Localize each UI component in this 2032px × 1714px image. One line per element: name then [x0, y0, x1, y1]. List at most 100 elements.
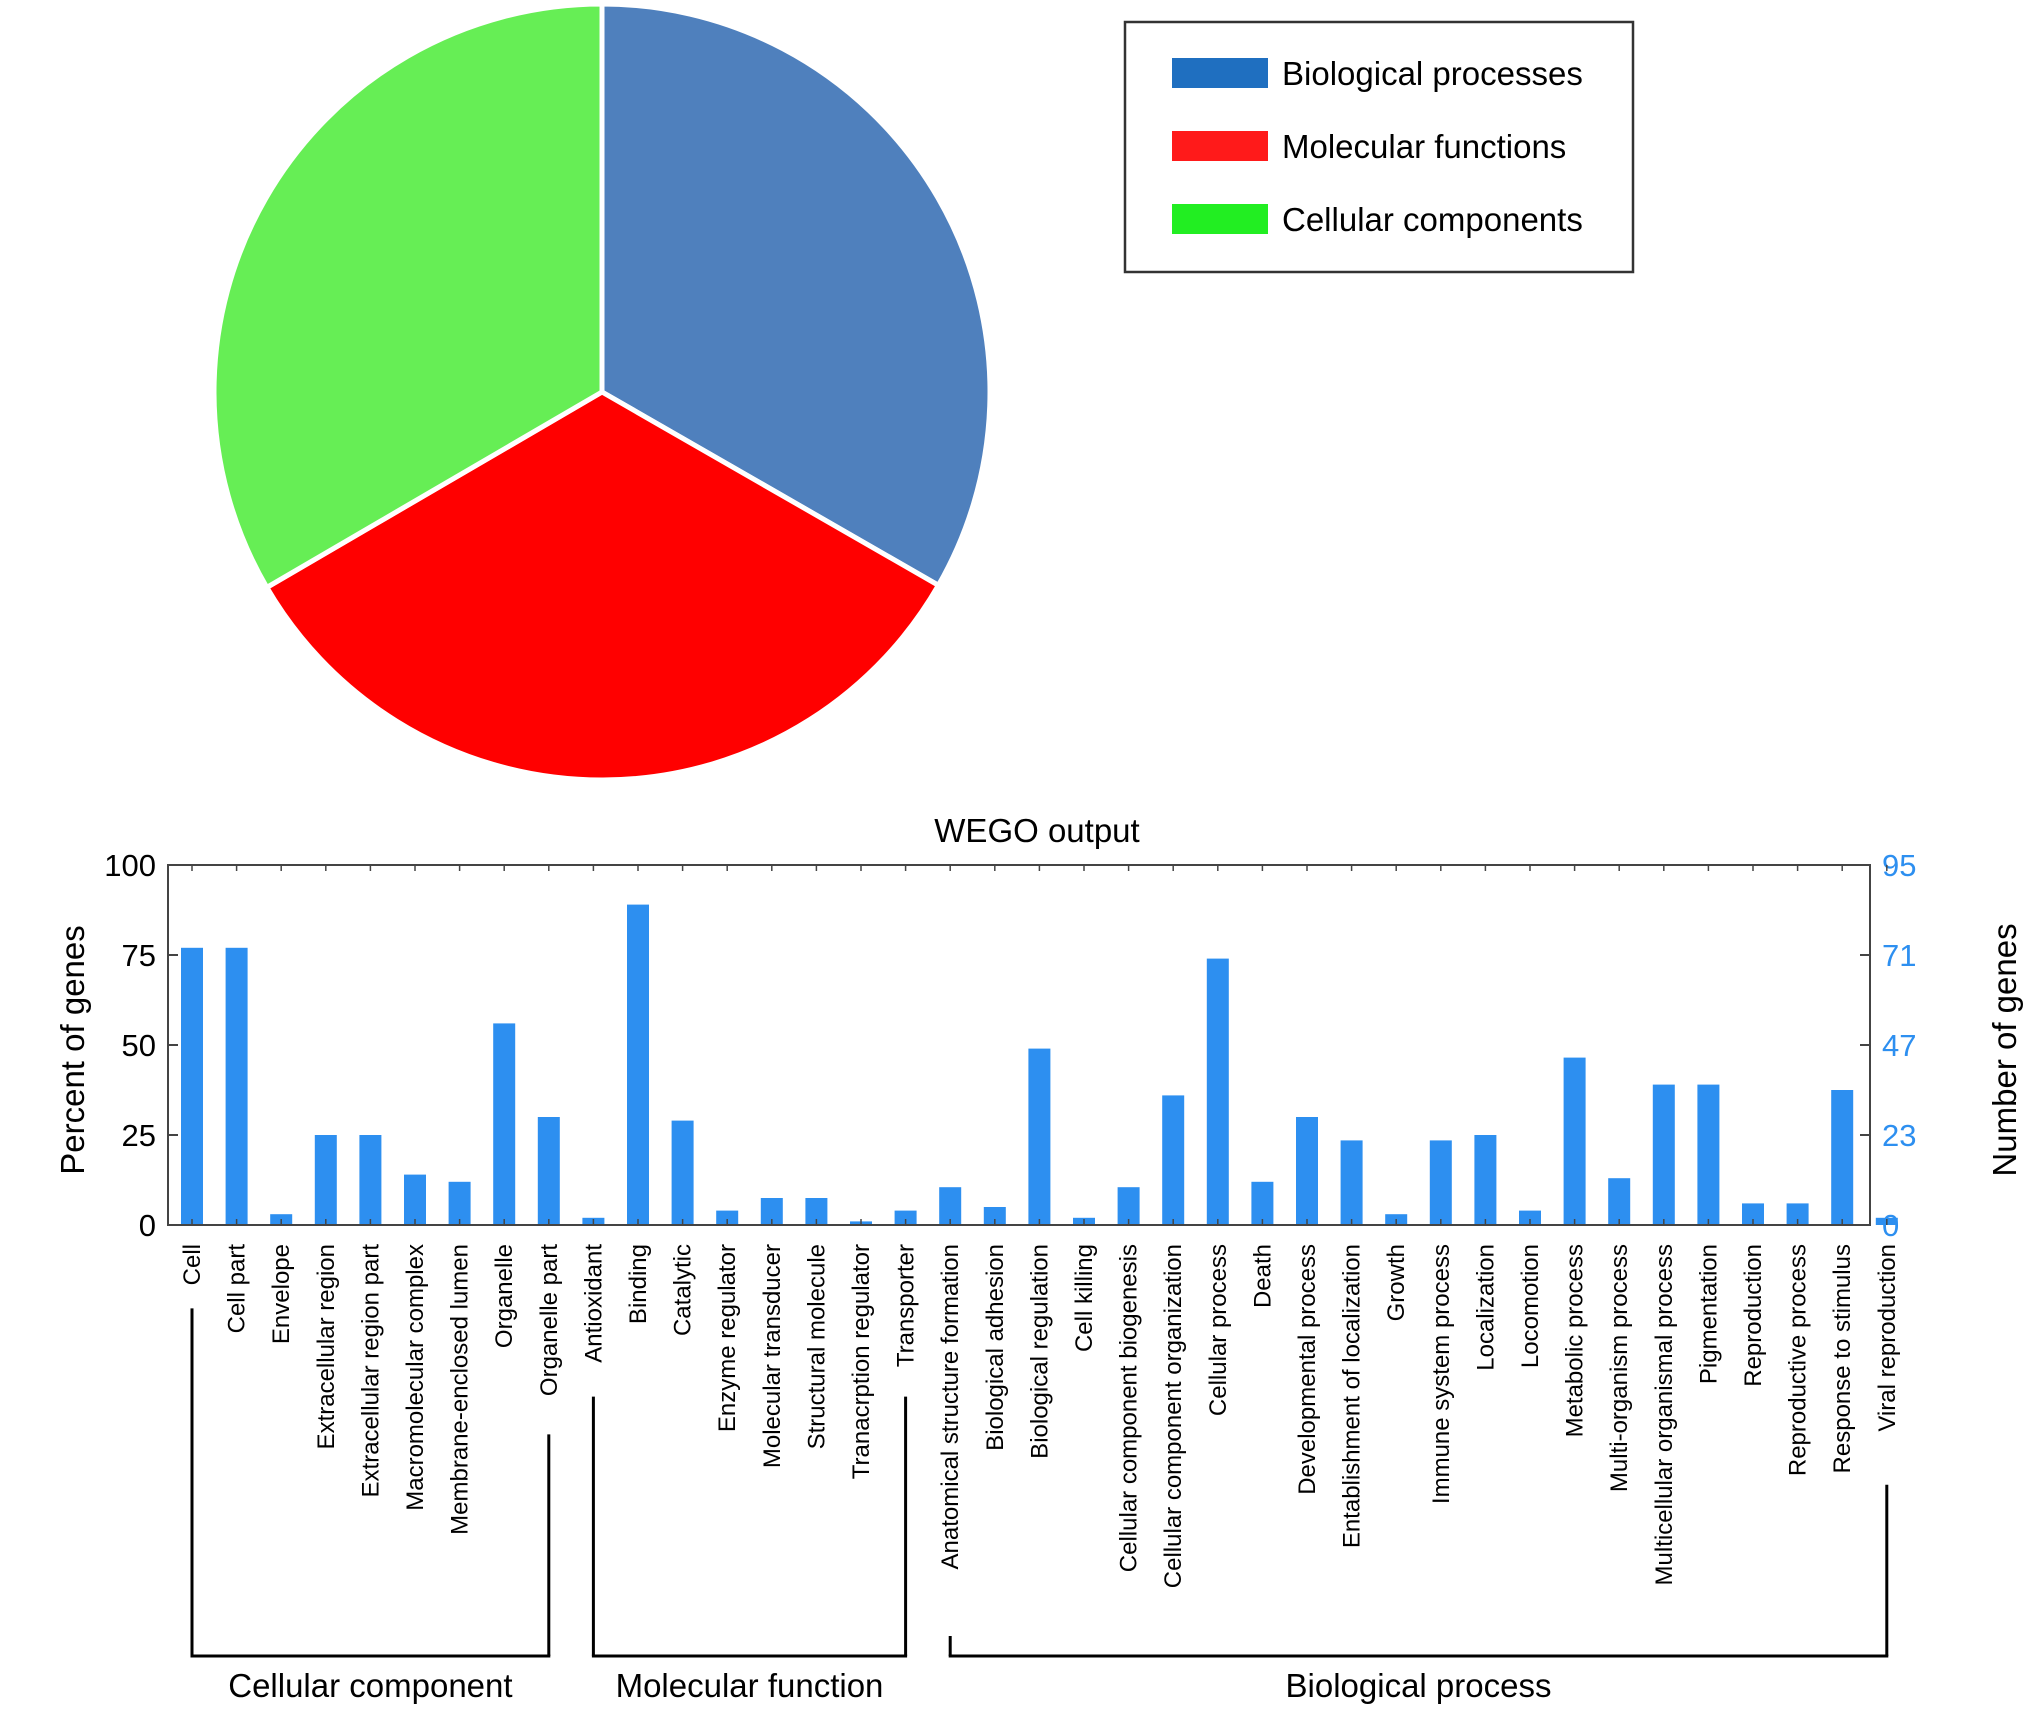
- bar-28: [1429, 1140, 1452, 1225]
- bar-35: [1742, 1203, 1764, 1225]
- x-tick-label-13: Molecular transducer: [759, 1244, 786, 1468]
- x-tick-label-3: Extracellular region: [313, 1244, 340, 1449]
- x-tick-label-14: Structural molecule: [803, 1244, 830, 1449]
- x-tick-label-24: Death: [1249, 1244, 1276, 1308]
- bar-17: [939, 1187, 962, 1225]
- x-tick-label-34: Pigmentation: [1695, 1244, 1722, 1384]
- x-tick-label-32: Multi-organism process: [1606, 1244, 1633, 1492]
- x-tick-label-26: Entablishment of localization: [1339, 1244, 1366, 1548]
- x-tick-label-35: Reproduction: [1740, 1244, 1767, 1387]
- x-tick-label-6: Membrane-enclosed lumen: [447, 1244, 474, 1535]
- x-tick-label-36: Reproductive process: [1785, 1244, 1812, 1476]
- bar-19: [1028, 1048, 1051, 1225]
- x-tick-label-16: Transporter: [893, 1244, 920, 1367]
- bar-0: [181, 947, 203, 1225]
- x-tick-label-17: Anatomical structure formation: [937, 1244, 964, 1569]
- y2-axis-label: Number of genes: [1986, 923, 2023, 1176]
- bar-26: [1340, 1140, 1363, 1225]
- x-tick-label-7: Organelle: [491, 1244, 518, 1348]
- bar-21: [1117, 1187, 1140, 1225]
- bar-7: [493, 1023, 516, 1225]
- y-tick-label-1: 25: [122, 1118, 156, 1153]
- pie-slice-0: [599, 1, 993, 588]
- x-tick-label-0: Cell: [179, 1244, 206, 1285]
- y2-tick-label-1: 23: [1882, 1118, 1916, 1153]
- bar-11: [671, 1120, 694, 1225]
- bar-32: [1608, 1178, 1631, 1225]
- legend-label-1: Molecular functions: [1282, 128, 1566, 165]
- x-tick-label-8: Organelle part: [536, 1244, 563, 1396]
- bar-14: [805, 1198, 828, 1225]
- group-label-2: Biological process: [1286, 1667, 1552, 1704]
- bar-25: [1296, 1117, 1318, 1225]
- bar-29: [1474, 1135, 1497, 1225]
- bar-24: [1251, 1181, 1274, 1225]
- plot-frame: [167, 864, 1871, 1226]
- x-tick-label-18: Biological adhesion: [982, 1244, 1009, 1451]
- x-tick-label-20: Cell killing: [1071, 1244, 1098, 1352]
- bar-33: [1652, 1084, 1675, 1225]
- x-tick-label-1: Cell part: [224, 1244, 251, 1334]
- bar-chart: WEGO output Percent of genes Number of g…: [54, 812, 2023, 1704]
- x-tick-label-19: Biological regulation: [1026, 1244, 1053, 1459]
- x-tick-label-37: Response to stimulus: [1829, 1244, 1856, 1473]
- bar-30: [1519, 1210, 1541, 1225]
- bar-23: [1206, 958, 1229, 1225]
- bar-12: [716, 1210, 739, 1225]
- y-axis-label: Percent of genes: [54, 925, 91, 1175]
- x-tick-label-12: Enzyme regulator: [714, 1244, 741, 1432]
- bar-13: [760, 1198, 783, 1225]
- y2-tick-label-2: 47: [1882, 1028, 1916, 1063]
- bar-6: [448, 1181, 471, 1225]
- group-brackets: Cellular component Molecular function Biol…: [190, 1308, 1889, 1704]
- pie-legend: Biological processes Molecular functions C…: [1123, 20, 1635, 274]
- x-tick-label-25: Developmental process: [1294, 1244, 1321, 1495]
- y-tick-label-0: 0: [139, 1208, 156, 1243]
- bar-16: [894, 1210, 917, 1225]
- x-tick-label-4: Extracellular region part: [357, 1244, 384, 1498]
- x-tick-label-33: Multicellular organismal process: [1651, 1244, 1678, 1585]
- y-tick-label-4: 100: [104, 848, 156, 883]
- bar-10: [627, 904, 649, 1225]
- y2-tick-label-3: 71: [1882, 938, 1916, 973]
- x-tick-label-10: Binding: [625, 1244, 652, 1324]
- y-tick-label-3: 75: [122, 938, 156, 973]
- legend-swatch-1: [1172, 131, 1268, 161]
- bar-5: [404, 1174, 426, 1225]
- chart-title: WEGO output: [934, 812, 1139, 849]
- x-tick-label-9: Antioxidant: [580, 1244, 607, 1363]
- y2-tick-label-4: 95: [1882, 848, 1916, 883]
- pie-slice-2: [211, 1, 605, 590]
- x-tick-label-28: Immune system process: [1428, 1244, 1455, 1504]
- bar-36: [1786, 1203, 1809, 1225]
- legend-label-0: Biological processes: [1282, 55, 1583, 92]
- group-label-0: Cellular component: [228, 1667, 512, 1704]
- x-tick-label-29: Localization: [1472, 1244, 1499, 1371]
- bar-1: [225, 947, 248, 1225]
- bar-34: [1697, 1084, 1720, 1225]
- bar-8: [537, 1117, 560, 1225]
- x-tick-label-22: Cellular component organization: [1160, 1244, 1187, 1588]
- x-tick-label-11: Catalytic: [670, 1244, 697, 1336]
- bar-31: [1563, 1057, 1586, 1225]
- pie-chart: [211, 1, 993, 783]
- bar-3: [314, 1135, 337, 1225]
- y-tick-label-2: 50: [122, 1028, 156, 1063]
- pie-slice-1: [264, 389, 941, 783]
- x-tick-label-23: Cellular process: [1205, 1244, 1232, 1416]
- bar-4: [359, 1135, 382, 1225]
- x-tick-labels: Cell Cell part Envelope Extracellular regio…: [179, 1244, 1901, 1589]
- bar-37: [1831, 1090, 1854, 1225]
- x-tick-label-2: Envelope: [268, 1244, 295, 1344]
- bars: [181, 904, 1898, 1225]
- bar-22: [1162, 1095, 1185, 1225]
- y2-tick-label-0: 0: [1882, 1208, 1899, 1243]
- x-tick-label-38: Viral reproduction: [1874, 1244, 1901, 1432]
- group-label-1: Molecular function: [616, 1667, 884, 1704]
- legend-swatch-0: [1172, 58, 1268, 88]
- x-tick-label-27: Growth: [1383, 1244, 1410, 1321]
- x-tick-label-5: Macromolecular complex: [402, 1244, 429, 1511]
- legend-label-2: Cellular components: [1282, 201, 1583, 238]
- x-tick-label-31: Metabolic process: [1562, 1244, 1589, 1437]
